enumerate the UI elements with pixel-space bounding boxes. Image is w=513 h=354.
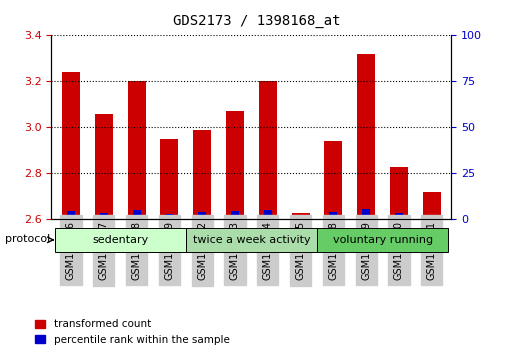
Bar xyxy=(193,130,211,219)
Bar xyxy=(132,210,141,219)
Bar xyxy=(62,72,80,219)
Bar xyxy=(161,139,179,219)
Bar xyxy=(259,81,277,219)
Text: twice a week activity: twice a week activity xyxy=(192,235,310,245)
Bar xyxy=(198,212,206,219)
Bar xyxy=(100,213,108,219)
Text: GDS2173 / 1398168_at: GDS2173 / 1398168_at xyxy=(173,14,340,28)
Bar xyxy=(395,213,403,219)
FancyBboxPatch shape xyxy=(54,228,186,252)
Bar xyxy=(226,112,244,219)
FancyBboxPatch shape xyxy=(317,228,448,252)
FancyBboxPatch shape xyxy=(186,228,317,252)
Bar xyxy=(264,210,272,219)
Bar xyxy=(297,217,305,219)
Legend: transformed count, percentile rank within the sample: transformed count, percentile rank withi… xyxy=(31,315,234,349)
Bar xyxy=(423,192,441,219)
Bar xyxy=(67,211,75,219)
Bar xyxy=(165,214,173,219)
Bar xyxy=(390,167,408,219)
Bar xyxy=(128,81,146,219)
Bar xyxy=(291,213,309,219)
Text: sedentary: sedentary xyxy=(92,235,148,245)
Bar xyxy=(357,54,375,219)
Bar xyxy=(362,209,370,219)
Bar xyxy=(329,212,338,219)
Bar xyxy=(231,211,239,219)
Bar xyxy=(95,114,113,219)
Text: protocol: protocol xyxy=(5,234,50,244)
Bar xyxy=(324,141,342,219)
Bar xyxy=(428,215,436,219)
Text: voluntary running: voluntary running xyxy=(332,235,432,245)
